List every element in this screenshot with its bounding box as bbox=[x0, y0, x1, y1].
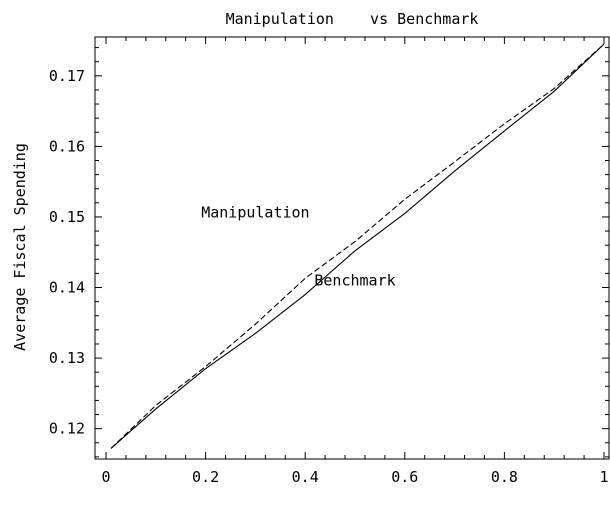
x-tick-label: 0.4 bbox=[292, 468, 319, 486]
series-line-manipulation bbox=[110, 43, 605, 449]
x-axis-ticks: 0 0.2 0.4 0.6 0.8 1 bbox=[101, 37, 609, 486]
plot-frame bbox=[94, 36, 610, 460]
x-tick-label: 0.8 bbox=[491, 468, 518, 486]
annotation-layer: Manipulation Benchmark bbox=[201, 204, 395, 290]
y-tick-label: 0.12 bbox=[49, 420, 85, 438]
y-axis-label: Average Fiscal Spending bbox=[11, 143, 29, 351]
series-layer bbox=[110, 43, 605, 449]
y-tick-label: 0.14 bbox=[49, 279, 85, 297]
chart-title: Manipulation vs Benchmark bbox=[226, 10, 479, 28]
series-line-benchmark bbox=[110, 43, 605, 449]
x-tick-label: 0.2 bbox=[192, 468, 219, 486]
y-tick-label: 0.13 bbox=[49, 349, 85, 367]
annotation-manipulation: Manipulation bbox=[201, 204, 309, 222]
y-tick-label: 0.15 bbox=[49, 208, 85, 226]
x-tick-label: 1 bbox=[599, 468, 608, 486]
annotation-benchmark: Benchmark bbox=[314, 271, 395, 289]
y-axis-ticks: 0.12 0.13 0.14 0.15 0.16 0.17 bbox=[49, 47, 609, 458]
x-tick-label: 0.6 bbox=[391, 468, 418, 486]
x-tick-label: 0 bbox=[101, 468, 110, 486]
y-tick-label: 0.16 bbox=[49, 137, 85, 155]
y-tick-label: 0.17 bbox=[49, 67, 85, 85]
